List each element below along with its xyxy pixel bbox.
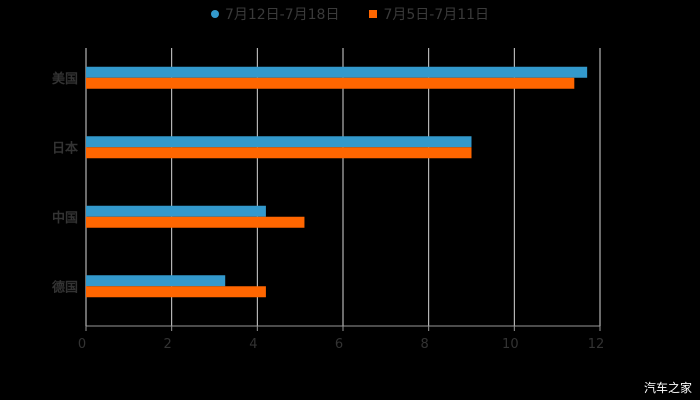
bar[interactable] <box>86 286 266 298</box>
y-category-label: 中国 <box>52 210 78 226</box>
legend-item-series2[interactable]: 7月5日-7月11日 <box>369 4 489 24</box>
chart-legend: 7月12日-7月18日 7月5日-7月11日 <box>0 4 700 24</box>
bar[interactable] <box>86 275 226 287</box>
series1-marker-icon <box>210 10 219 18</box>
legend-label-series2: 7月5日-7月11日 <box>383 7 490 23</box>
x-tick-label: 6 <box>335 337 343 352</box>
y-category-label: 日本 <box>52 140 78 156</box>
x-tick-label: 0 <box>78 337 86 352</box>
x-tick-label: 10 <box>502 337 519 352</box>
watermark: 汽车之家 <box>643 381 692 395</box>
y-category-label: 美国 <box>52 71 78 87</box>
bar[interactable] <box>86 66 588 78</box>
bar[interactable] <box>86 77 575 89</box>
legend-label-series1: 7月12日-7月18日 <box>224 7 340 23</box>
x-tick-label: 8 <box>421 337 429 352</box>
bar[interactable] <box>86 205 266 217</box>
x-tick-label: 2 <box>164 337 172 352</box>
series2-marker-icon <box>369 10 378 18</box>
y-category-label: 德国 <box>52 279 78 295</box>
bar[interactable] <box>86 147 472 159</box>
x-tick-label: 12 <box>588 337 605 352</box>
bar[interactable] <box>86 216 305 228</box>
x-tick-label: 4 <box>249 337 257 352</box>
legend-item-series1[interactable]: 7月12日-7月18日 <box>210 4 340 24</box>
bar[interactable] <box>86 136 472 148</box>
